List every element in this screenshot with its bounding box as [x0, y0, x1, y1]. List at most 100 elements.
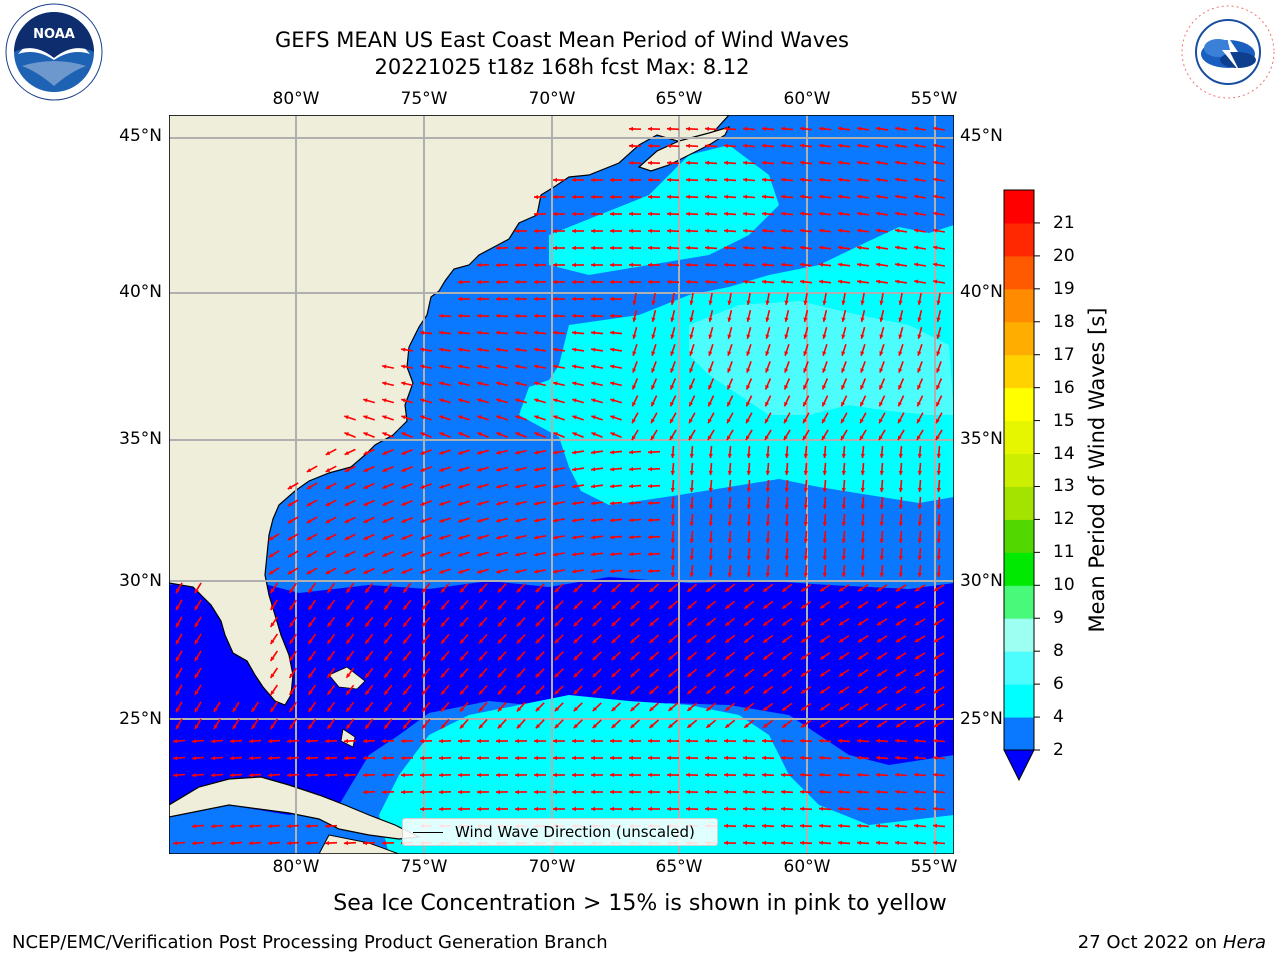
direction-arrow-head [765, 300, 770, 305]
direction-arrow-head [781, 245, 786, 250]
direction-arrow-head [572, 806, 576, 812]
direction-arrow-head [649, 604, 654, 609]
direction-arrow-head [819, 806, 824, 811]
colorbar-segment [1004, 420, 1034, 455]
direction-arrow-head [686, 194, 691, 199]
direction-arrow-head [632, 368, 637, 373]
direction-arrow-head [917, 487, 922, 492]
direction-arrow-head [363, 415, 368, 420]
direction-arrow-head [898, 418, 902, 424]
direction-arrow-head [344, 772, 349, 778]
direction-arrow-head [762, 755, 767, 761]
direction-arrow-head [572, 398, 577, 403]
direction-arrow-head [629, 450, 634, 455]
direction-arrow-head [822, 470, 827, 475]
direction-arrow-head [344, 451, 350, 455]
direction-arrow-head [534, 313, 539, 318]
direction-arrow-head [554, 706, 560, 712]
direction-arrow-head [230, 739, 235, 744]
direction-arrow-head [479, 656, 484, 661]
direction-arrow-head [708, 555, 713, 560]
direction-arrow-head [439, 552, 444, 557]
direction-arrow-head [194, 707, 199, 713]
direction-arrow-head [781, 279, 786, 284]
direction-arrow-head [632, 418, 636, 424]
direction-arrow-head [553, 467, 558, 472]
direction-arrow-head [743, 211, 748, 216]
direction-arrow-head [553, 381, 558, 386]
direction-arrow-head [781, 143, 786, 148]
direction-arrow-head [515, 262, 519, 268]
lat-label-left: 30°N [119, 571, 162, 591]
direction-arrow-head [553, 398, 558, 403]
direction-arrow-head [706, 672, 711, 677]
direction-arrow-head [515, 279, 519, 285]
direction-arrow-head [743, 177, 748, 182]
direction-arrow-head [841, 453, 846, 458]
direction-arrow-head [765, 418, 769, 424]
direction-arrow-head [649, 638, 654, 643]
direction-arrow-head [746, 487, 751, 492]
direction-arrow-head [649, 655, 654, 660]
direction-arrow-head [860, 555, 865, 560]
direction-arrow-head [800, 772, 805, 777]
direction-arrow-head [651, 401, 655, 407]
direction-arrow-head [592, 621, 597, 627]
direction-arrow-head [763, 587, 768, 592]
colorbar-segment [1004, 651, 1034, 685]
direction-arrow-head [724, 160, 729, 165]
direction-arrow-head [914, 638, 920, 643]
direction-arrow-head [838, 789, 843, 794]
direction-arrow-head [667, 211, 672, 217]
direction-arrow-head [458, 296, 462, 302]
direction-arrow-head [727, 401, 731, 407]
direction-arrow-head [687, 723, 692, 728]
direction-arrow-head [860, 470, 865, 475]
direction-arrow-head [670, 504, 675, 509]
colorbar-tick-label: 8 [1053, 641, 1064, 662]
direction-arrow-head [914, 126, 919, 131]
direction-arrow-head [420, 501, 425, 506]
direction-arrow-head [192, 841, 197, 846]
direction-arrow-head [651, 368, 656, 373]
direction-arrow-head [553, 569, 558, 574]
direction-arrow-head [515, 467, 520, 472]
direction-arrow-head [553, 211, 557, 217]
direction-arrow-head [192, 824, 197, 829]
direction-arrow-head [420, 450, 425, 455]
direction-arrow-head [477, 450, 482, 455]
direction-arrow-head [669, 435, 674, 441]
direction-arrow-head [784, 572, 789, 577]
direction-arrow-head [173, 739, 178, 744]
direction-arrow-head [403, 690, 408, 695]
direction-arrow-head [876, 755, 881, 760]
direction-arrow-head [460, 673, 465, 678]
direction-arrow-head [592, 604, 597, 610]
direction-arrow-head [838, 279, 843, 284]
direction-arrow-head [648, 160, 652, 166]
direction-arrow-head [800, 823, 805, 828]
direction-arrow-head [877, 604, 882, 609]
direction-arrow-head [724, 279, 729, 284]
direction-arrow-head [765, 317, 770, 322]
direction-arrow-head [820, 689, 825, 694]
legend-label: Wind Wave Direction (unscaled) [455, 823, 695, 841]
direction-arrow-head [458, 398, 463, 403]
direction-arrow-head [458, 313, 463, 318]
lon-label-top: 60°W [783, 89, 831, 109]
direction-arrow-head [762, 160, 767, 165]
direction-arrow-head [743, 194, 748, 199]
direction-arrow-head [689, 385, 694, 390]
direction-arrow-head [820, 587, 825, 592]
direction-arrow-head [592, 723, 597, 729]
direction-arrow-head [249, 773, 254, 778]
direction-arrow-head [382, 569, 387, 574]
direction-arrow-head [382, 381, 387, 386]
direction-arrow-head [439, 313, 444, 318]
direction-arrow-head [477, 347, 482, 352]
direction-arrow-head [898, 453, 903, 458]
direction-arrow-head [382, 484, 387, 489]
direction-arrow-head [535, 707, 541, 712]
direction-arrow-head [458, 450, 463, 455]
direction-arrow-head [819, 143, 824, 148]
